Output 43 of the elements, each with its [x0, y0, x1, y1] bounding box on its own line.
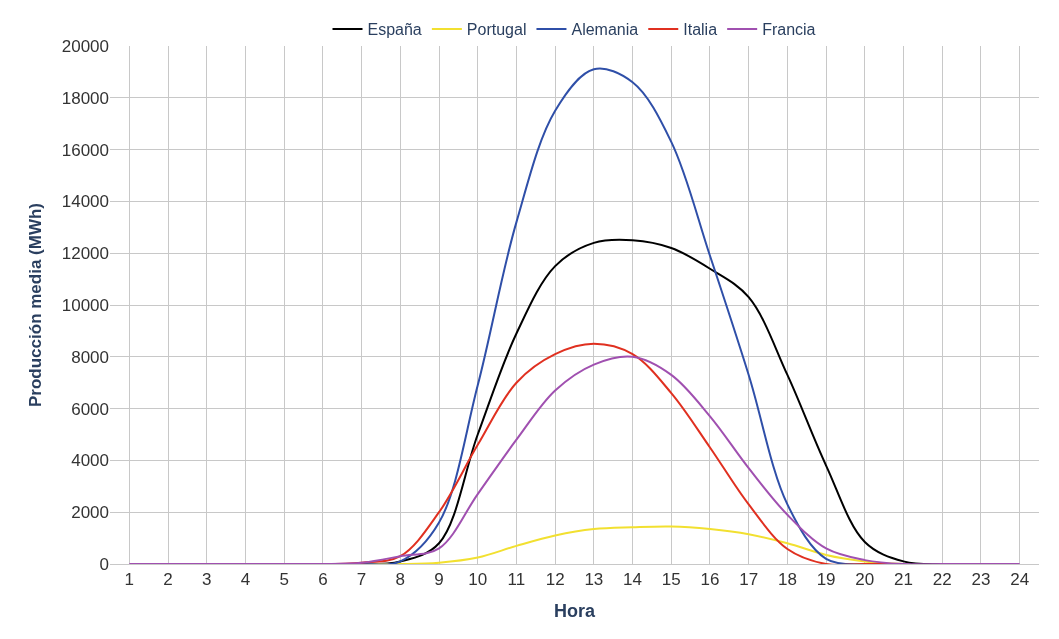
- x-tick-label: 9: [434, 570, 444, 590]
- x-tick-label: 24: [1010, 570, 1030, 590]
- x-tick-label: 20: [855, 570, 875, 590]
- y-tick-label: 14000: [61, 192, 109, 212]
- x-tick-label: 19: [816, 570, 836, 590]
- legend-label: Portugal: [466, 21, 527, 39]
- x-tick-label: 13: [584, 570, 604, 590]
- y-tick-label: 8000: [71, 347, 109, 367]
- x-tick-label: 3: [202, 570, 212, 590]
- y-tick-label: 2000: [71, 503, 109, 523]
- x-tick-label: 17: [739, 570, 759, 590]
- x-tick-label: 4: [240, 570, 251, 590]
- x-tick-label: 23: [971, 570, 991, 590]
- x-tick-label: 5: [279, 570, 289, 590]
- y-tick-label: 10000: [61, 295, 109, 315]
- x-tick-label: 21: [894, 570, 913, 590]
- line-series: [128, 355, 1021, 564]
- x-tick-label: 2: [163, 570, 173, 590]
- x-tick-label: 8: [395, 570, 406, 590]
- x-axis-title: Hora: [553, 600, 596, 621]
- x-tick-label: 6: [318, 570, 328, 590]
- y-axis-title: Producción media (MWh): [26, 203, 46, 407]
- x-tick-label: 1: [124, 570, 135, 590]
- legend-label: Alemania: [571, 21, 639, 39]
- x-tick-label: 7: [356, 570, 367, 590]
- legend-label: España: [367, 21, 422, 39]
- y-tick-label: 4000: [71, 451, 109, 471]
- x-tick-label: 15: [661, 570, 681, 590]
- y-tick-label: 18000: [61, 88, 109, 108]
- y-tick-label: 20000: [61, 36, 109, 56]
- y-tick-label: 0: [99, 554, 109, 574]
- x-tick-label: 12: [545, 570, 565, 590]
- x-tick-label: 11: [507, 570, 526, 590]
- x-tick-label: 10: [468, 570, 488, 590]
- y-tick-label: 12000: [61, 244, 109, 264]
- y-tick-label: 16000: [61, 140, 109, 160]
- y-tick-label: 6000: [71, 399, 109, 419]
- legend-label: Italia: [683, 21, 718, 39]
- legend-label: Francia: [762, 21, 816, 39]
- x-tick-label: 16: [700, 570, 720, 590]
- x-tick-label: 22: [932, 570, 952, 590]
- x-tick-label: 18: [777, 570, 797, 590]
- x-tick-label: 14: [623, 570, 643, 590]
